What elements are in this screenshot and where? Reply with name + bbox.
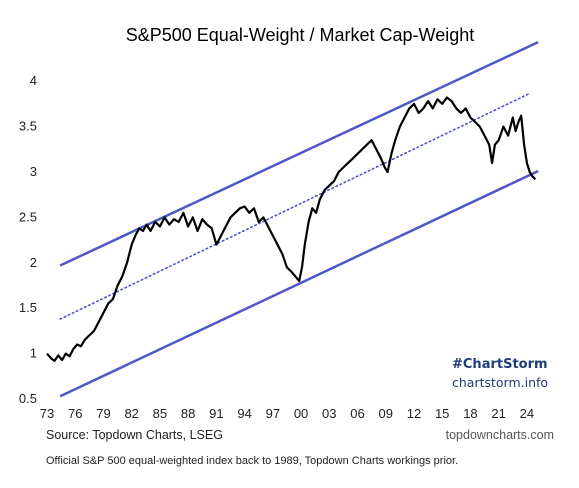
x-tick-label: 09	[379, 406, 393, 421]
source-note: Source: Topdown Charts, LSEG	[46, 428, 223, 442]
x-tick-label: 15	[435, 406, 449, 421]
series-layer	[46, 96, 537, 362]
x-tick-label: 18	[463, 406, 477, 421]
methodology-note: Official S&P 500 equal-weighted index ba…	[46, 455, 459, 467]
x-tick-label: 85	[153, 406, 167, 421]
x-tick-label: 82	[124, 406, 138, 421]
y-tick-label: 3.5	[19, 119, 37, 134]
chart-title: S&P500 Equal-Weight / Market Cap-Weight	[126, 25, 475, 45]
x-tick-label: 97	[266, 406, 280, 421]
x-tick-label: 73	[40, 406, 54, 421]
y-axis: 0.5 1 1.5 2 2.5 3 3.5 4	[19, 73, 37, 406]
x-axis: 73 76 79 82 85 88 91 94 97 00 03 06 09 12 15 18 21 24	[40, 406, 534, 421]
y-tick-label: 1.5	[19, 300, 37, 315]
x-tick-label: 06	[350, 406, 364, 421]
x-tick-label: 88	[181, 406, 195, 421]
x-tick-label: 76	[68, 406, 82, 421]
x-tick-label: 00	[294, 406, 308, 421]
x-tick-label: 21	[491, 406, 505, 421]
y-tick-label: 2	[30, 255, 37, 270]
y-tick-label: 3	[30, 164, 37, 179]
channel-upper-line	[59, 40, 539, 267]
series-line	[46, 96, 537, 362]
channel-lower-line	[59, 169, 539, 398]
y-tick-label: 0.5	[19, 391, 37, 406]
x-tick-label: 94	[237, 406, 251, 421]
site-credit[interactable]: topdowncharts.com	[445, 428, 554, 442]
chartstorm-hashtag: #ChartStorm	[452, 357, 548, 372]
x-tick-label: 12	[407, 406, 421, 421]
x-tick-label: 24	[520, 406, 534, 421]
y-tick-label: 4	[30, 73, 37, 88]
x-tick-label: 03	[322, 406, 336, 421]
x-tick-label: 91	[209, 406, 223, 421]
x-tick-label: 79	[96, 406, 110, 421]
trend-channel	[59, 40, 539, 398]
channel-mid-line	[59, 92, 532, 320]
chartstorm-url: chartstorm.info	[452, 375, 548, 390]
y-tick-label: 1	[30, 346, 37, 361]
y-tick-label: 2.5	[19, 209, 37, 224]
